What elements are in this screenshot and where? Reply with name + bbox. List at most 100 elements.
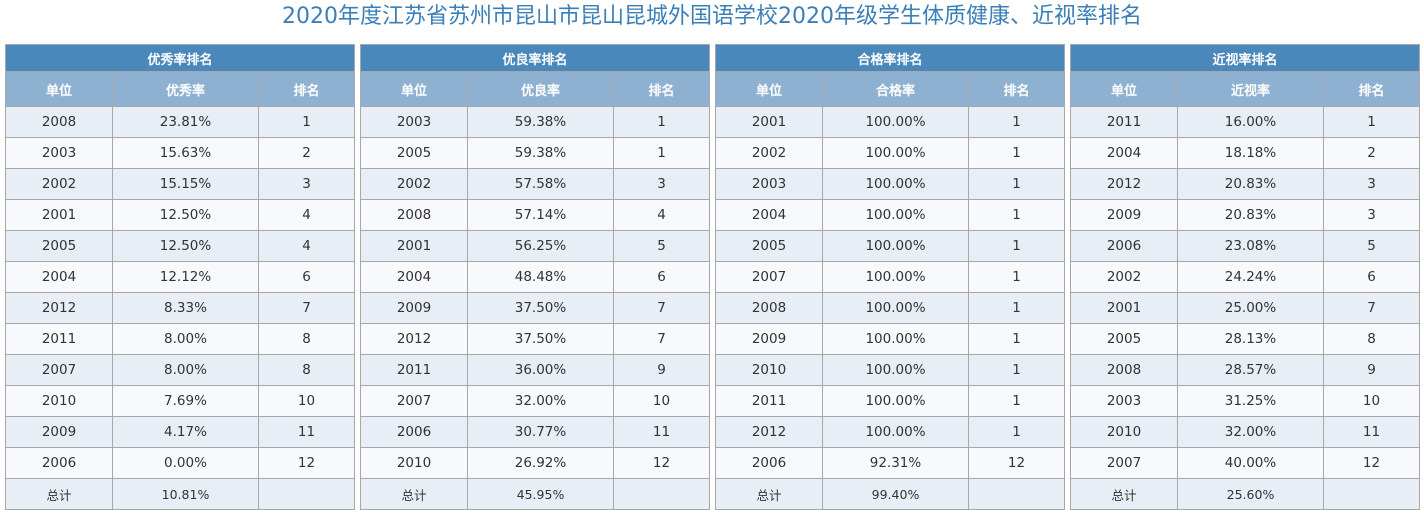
rank-cell: 1 xyxy=(1322,106,1421,138)
rank-cell: 1 xyxy=(967,199,1066,231)
rank-cell: 1 xyxy=(257,106,356,138)
unit-column-header: 单位 xyxy=(715,71,823,107)
unit-cell: 2011 xyxy=(5,323,113,355)
unit-cell: 2003 xyxy=(715,168,823,200)
rate-cell: 26.92% xyxy=(467,447,614,479)
rank-cell: 5 xyxy=(1322,230,1421,262)
rate-cell: 8.00% xyxy=(112,354,259,386)
table-caption: 合格率排名 xyxy=(714,44,1066,72)
table-row: 2006 30.77% 11 xyxy=(360,416,711,448)
ranking-table: 合格率排名 单位 合格率 排名 2001 100.00% 1 2002 100.00% 1 2003… xyxy=(714,44,1066,510)
rate-cell: 25.00% xyxy=(1177,292,1324,324)
rank-cell: 7 xyxy=(612,323,711,355)
unit-cell: 2003 xyxy=(5,137,113,169)
table-row: 2006 0.00% 12 xyxy=(5,447,356,479)
unit-column-header: 单位 xyxy=(5,71,113,107)
table-row: 2012 8.33% 7 xyxy=(5,292,356,324)
rate-column-header: 合格率 xyxy=(822,71,969,107)
table-row: 2008 100.00% 1 xyxy=(715,292,1066,324)
unit-cell: 2010 xyxy=(715,354,823,386)
unit-cell: 2009 xyxy=(1070,199,1178,231)
table-row: 2012 20.83% 3 xyxy=(1070,168,1421,200)
table-row: 2002 24.24% 6 xyxy=(1070,261,1421,293)
table-row: 2007 32.00% 10 xyxy=(360,385,711,417)
table-row: 2001 100.00% 1 xyxy=(715,106,1066,138)
unit-cell: 2007 xyxy=(1070,447,1178,479)
rank-cell: 11 xyxy=(612,416,711,448)
unit-cell: 2009 xyxy=(715,323,823,355)
table-pass-rate-panel: 合格率排名 单位 合格率 排名 2001 100.00% 1 2002 100.00% 1 2003… xyxy=(714,44,1066,510)
unit-cell: 2003 xyxy=(360,106,468,138)
unit-cell: 2001 xyxy=(715,106,823,138)
unit-cell: 2004 xyxy=(5,261,113,293)
table-row: 2009 37.50% 7 xyxy=(360,292,711,324)
rate-column-header: 近视率 xyxy=(1177,71,1324,107)
rate-cell: 36.00% xyxy=(467,354,614,386)
unit-cell: 2005 xyxy=(1070,323,1178,355)
table-row: 2002 15.15% 3 xyxy=(5,168,356,200)
unit-cell: 2004 xyxy=(715,199,823,231)
table-row: 2005 100.00% 1 xyxy=(715,230,1066,262)
rank-cell: 6 xyxy=(1322,261,1421,293)
rank-cell: 6 xyxy=(257,261,356,293)
rank-column-header: 排名 xyxy=(967,71,1066,107)
rank-cell: 1 xyxy=(967,230,1066,262)
rank-cell: 1 xyxy=(612,137,711,169)
rank-cell: 3 xyxy=(1322,199,1421,231)
total-rate-cell: 10.81% xyxy=(112,478,259,510)
rate-cell: 100.00% xyxy=(822,137,969,169)
total-label-cell: 总计 xyxy=(360,478,468,510)
unit-cell: 2008 xyxy=(360,199,468,231)
unit-column-header: 单位 xyxy=(360,71,468,107)
unit-cell: 2002 xyxy=(5,168,113,200)
unit-cell: 2006 xyxy=(360,416,468,448)
unit-cell: 2008 xyxy=(1070,354,1178,386)
rate-cell: 37.50% xyxy=(467,323,614,355)
unit-cell: 2002 xyxy=(715,137,823,169)
table-row: 2009 20.83% 3 xyxy=(1070,199,1421,231)
unit-cell: 2012 xyxy=(1070,168,1178,200)
rate-cell: 57.14% xyxy=(467,199,614,231)
rank-cell: 1 xyxy=(967,323,1066,355)
rank-cell: 1 xyxy=(967,106,1066,138)
rate-cell: 4.17% xyxy=(112,416,259,448)
rate-cell: 56.25% xyxy=(467,230,614,262)
rate-cell: 100.00% xyxy=(822,199,969,231)
rank-cell: 11 xyxy=(1322,416,1421,448)
total-label-cell: 总计 xyxy=(1070,478,1178,510)
table-row: 2008 57.14% 4 xyxy=(360,199,711,231)
table-row: 2011 100.00% 1 xyxy=(715,385,1066,417)
unit-cell: 2005 xyxy=(360,137,468,169)
total-rank-cell xyxy=(1322,478,1421,510)
rate-cell: 7.69% xyxy=(112,385,259,417)
rank-cell: 12 xyxy=(967,447,1066,479)
table-row: 2005 59.38% 1 xyxy=(360,137,711,169)
rank-cell: 4 xyxy=(612,199,711,231)
table-row: 2003 31.25% 10 xyxy=(1070,385,1421,417)
table-caption: 近视率排名 xyxy=(1069,44,1421,72)
rank-cell: 1 xyxy=(967,261,1066,293)
table-row: 2012 37.50% 7 xyxy=(360,323,711,355)
table-row: 2004 12.12% 6 xyxy=(5,261,356,293)
unit-cell: 2003 xyxy=(1070,385,1178,417)
unit-cell: 2006 xyxy=(1070,230,1178,262)
table-row: 2003 59.38% 1 xyxy=(360,106,711,138)
rate-cell: 59.38% xyxy=(467,106,614,138)
unit-cell: 2006 xyxy=(5,447,113,479)
unit-cell: 2010 xyxy=(360,447,468,479)
table-caption: 优秀率排名 xyxy=(4,44,356,72)
rate-cell: 100.00% xyxy=(822,354,969,386)
table-row: 2007 100.00% 1 xyxy=(715,261,1066,293)
table-row: 2007 40.00% 12 xyxy=(1070,447,1421,479)
total-rank-cell xyxy=(967,478,1066,510)
unit-cell: 2007 xyxy=(360,385,468,417)
rank-cell: 1 xyxy=(967,168,1066,200)
rate-column-header: 优秀率 xyxy=(112,71,259,107)
table-row: 2011 16.00% 1 xyxy=(1070,106,1421,138)
unit-cell: 2011 xyxy=(1070,106,1178,138)
unit-cell: 2012 xyxy=(360,323,468,355)
rank-cell: 12 xyxy=(612,447,711,479)
table-row: 2009 4.17% 11 xyxy=(5,416,356,448)
total-rank-cell xyxy=(257,478,356,510)
unit-cell: 2002 xyxy=(1070,261,1178,293)
